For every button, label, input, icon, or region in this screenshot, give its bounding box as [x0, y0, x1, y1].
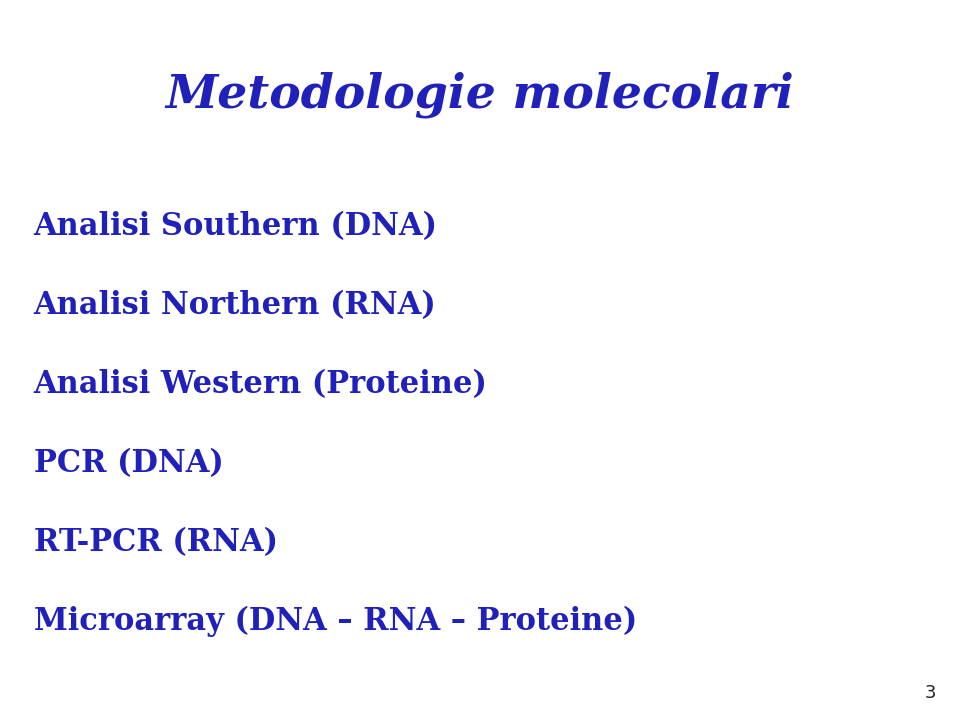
Text: Metodologie molecolari: Metodologie molecolari [166, 72, 794, 118]
Text: RT-PCR (RNA): RT-PCR (RNA) [34, 526, 277, 558]
Text: Analisi Northern (RNA): Analisi Northern (RNA) [34, 289, 437, 321]
Text: PCR (DNA): PCR (DNA) [34, 447, 224, 479]
Text: Analisi Western (Proteine): Analisi Western (Proteine) [34, 368, 488, 400]
Text: 3: 3 [924, 684, 936, 702]
Text: Microarray (DNA – RNA – Proteine): Microarray (DNA – RNA – Proteine) [34, 605, 636, 637]
Text: Analisi Southern (DNA): Analisi Southern (DNA) [34, 210, 438, 242]
